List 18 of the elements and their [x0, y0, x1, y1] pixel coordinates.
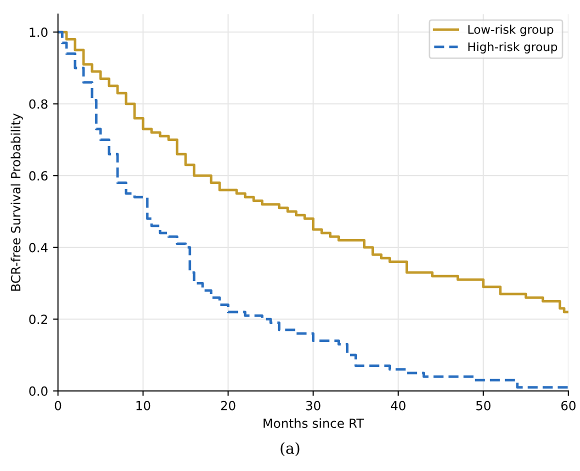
y-tick-label: 0.8: [29, 99, 48, 109]
x-tick-label: 20: [221, 400, 236, 410]
y-tick-label: 0.6: [29, 171, 48, 181]
x-tick-label: 10: [136, 400, 150, 410]
y-tick-label: 0.0: [29, 386, 48, 396]
x-tick-label: 50: [476, 400, 490, 410]
legend-label: High-risk group: [468, 42, 558, 54]
y-tick-label: 1.0: [30, 28, 48, 37]
x-tick-label: 40: [390, 400, 406, 410]
x-tick-label: 30: [306, 400, 320, 410]
y-axis-title: BCR-free Survival Probability: [10, 113, 23, 291]
x-tick-label: 60: [561, 400, 576, 410]
x-axis-title: Months since RT: [264, 418, 364, 428]
text: (a): [280, 442, 300, 456]
y-tick-label: 0.4: [29, 242, 48, 252]
y-tick-label: 0.2: [29, 314, 48, 324]
x-tick-label: 0: [54, 400, 62, 410]
legend-label: Low-risk group: [468, 24, 554, 36]
